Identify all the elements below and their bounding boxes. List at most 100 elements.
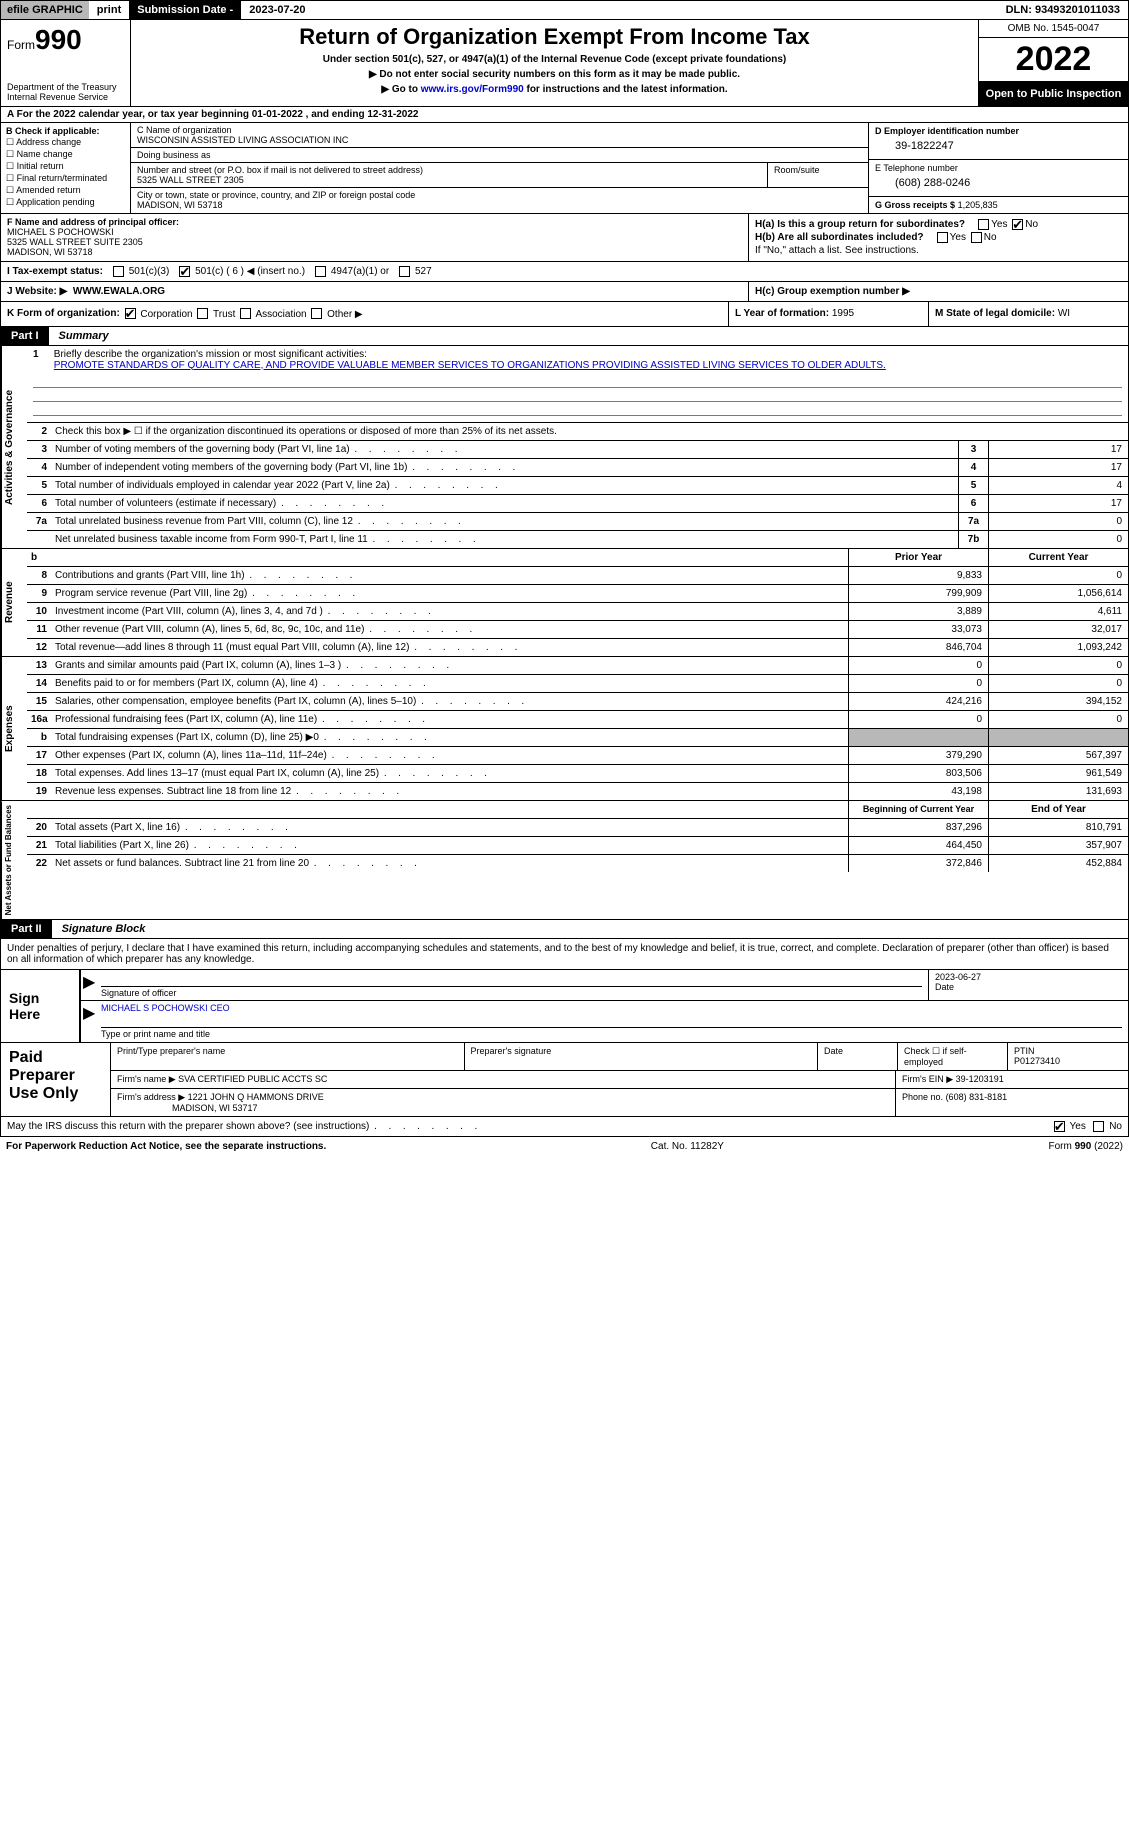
header-right: OMB No. 1545-0047 2022 Open to Public In…: [978, 20, 1128, 106]
chk-initial-return[interactable]: ☐ Initial return: [6, 161, 125, 172]
org-name-cell: C Name of organization WISCONSIN ASSISTE…: [131, 123, 868, 148]
block-m: M State of legal domicile: WI: [928, 302, 1128, 325]
ha-no[interactable]: [1012, 219, 1023, 230]
summary-line: 19Revenue less expenses. Subtract line 1…: [27, 783, 1128, 800]
expenses-content: 13Grants and similar amounts paid (Part …: [27, 657, 1128, 800]
chk-address-change[interactable]: ☐ Address change: [6, 137, 125, 148]
sign-here-label: Sign Here: [1, 970, 81, 1042]
dba-cell: Doing business as: [131, 148, 868, 163]
print-button[interactable]: print: [89, 1, 129, 19]
side-netassets: Net Assets or Fund Balances: [1, 801, 27, 919]
hb-yes[interactable]: [937, 232, 948, 243]
summary-line: 12Total revenue—add lines 8 through 11 (…: [27, 639, 1128, 656]
chk-trust[interactable]: Trust: [195, 309, 235, 320]
prep-self-employed[interactable]: Check ☐ if self-employed: [898, 1043, 1008, 1070]
mission-blank-line: [33, 374, 1122, 388]
expenses-section: Expenses 13Grants and similar amounts pa…: [0, 657, 1129, 801]
governance-section: Activities & Governance 1 Briefly descri…: [0, 346, 1129, 549]
chk-app-pending[interactable]: ☐ Application pending: [6, 197, 125, 208]
chk-corp[interactable]: Corporation: [123, 309, 193, 320]
firm-phone: Phone no. (608) 831-8181: [896, 1089, 1128, 1116]
summary-line: 20Total assets (Part X, line 16)837,2968…: [27, 819, 1128, 837]
part2-header: Part II Signature Block: [0, 920, 1129, 939]
governance-content: 1 Briefly describe the organization's mi…: [27, 346, 1128, 548]
form-subtitle: Under section 501(c), 527, or 4947(a)(1)…: [139, 54, 970, 65]
dln: DLN: 93493201011033: [998, 1, 1128, 19]
efile-label: efile GRAPHIC: [1, 1, 89, 19]
sig-row-2: ▶ MICHAEL S POCHOWSKI CEOType or print n…: [81, 1001, 1128, 1041]
block-f: F Name and address of principal officer:…: [1, 214, 748, 261]
city-cell: City or town, state or province, country…: [131, 188, 868, 212]
netassets-content: Beginning of Current Year End of Year 20…: [27, 801, 1128, 919]
row-f-h: F Name and address of principal officer:…: [0, 214, 1129, 262]
chk-501c3[interactable]: 501(c)(3): [111, 266, 169, 277]
chk-other[interactable]: Other ▶: [309, 309, 362, 320]
chk-4947[interactable]: 4947(a)(1) or: [313, 266, 389, 277]
header-mid: Return of Organization Exempt From Incom…: [131, 20, 978, 106]
header-left: Form990 Department of the Treasury Inter…: [1, 20, 131, 106]
mission-blank-line: [33, 402, 1122, 416]
row-b-c-d: B Check if applicable: ☐ Address change …: [0, 123, 1129, 214]
irs-link[interactable]: www.irs.gov/Form990: [421, 84, 524, 95]
summary-line: 4Number of independent voting members of…: [27, 459, 1128, 477]
block-l: L Year of formation: 1995: [728, 302, 928, 325]
ha-line: H(a) Is this a group return for subordin…: [755, 219, 1122, 230]
side-expenses: Expenses: [1, 657, 27, 800]
mission-row: 1 Briefly describe the organization's mi…: [27, 346, 1128, 374]
summary-line: 6Total number of volunteers (estimate if…: [27, 495, 1128, 513]
row-j: J Website: ▶ WWW.EWALA.ORG H(c) Group ex…: [0, 282, 1129, 302]
row-k-l-m: K Form of organization: Corporation Trus…: [0, 302, 1129, 326]
paperwork-notice: For Paperwork Reduction Act Notice, see …: [6, 1141, 326, 1152]
rev-headers: b Prior Year Current Year: [27, 549, 1128, 567]
dept-label: Department of the Treasury Internal Reve…: [7, 82, 124, 102]
chk-final-return[interactable]: ☐ Final return/terminated: [6, 173, 125, 184]
prep-ptin: PTINP01273410: [1008, 1043, 1128, 1070]
hc-row: H(c) Group exemption number ▶: [748, 282, 1128, 301]
tax-year: 2022: [979, 38, 1128, 82]
hb-note: If "No," attach a list. See instructions…: [755, 245, 1122, 256]
form-number: Form990: [7, 24, 124, 56]
website-row: J Website: ▶ WWW.EWALA.ORG: [1, 282, 748, 301]
firm-name: Firm's name ▶ SVA CERTIFIED PUBLIC ACCTS…: [111, 1071, 896, 1088]
mission-text[interactable]: PROMOTE STANDARDS OF QUALITY CARE, AND P…: [54, 360, 886, 371]
block-b: B Check if applicable: ☐ Address change …: [1, 123, 131, 213]
block-c: C Name of organization WISCONSIN ASSISTE…: [131, 123, 868, 213]
summary-line: 15Salaries, other compensation, employee…: [27, 693, 1128, 711]
discuss-no[interactable]: No: [1091, 1121, 1122, 1132]
summary-line: 8Contributions and grants (Part VIII, li…: [27, 567, 1128, 585]
prep-row-3: Firm's address ▶ 1221 JOHN Q HAMMONS DRI…: [111, 1089, 1128, 1116]
netassets-section: Net Assets or Fund Balances Beginning of…: [0, 801, 1129, 920]
discuss-yes[interactable]: Yes: [1052, 1121, 1086, 1132]
row-i: I Tax-exempt status: 501(c)(3) 501(c) ( …: [0, 262, 1129, 282]
form-note1: ▶ Do not enter social security numbers o…: [139, 69, 970, 80]
summary-line: 7aTotal unrelated business revenue from …: [27, 513, 1128, 531]
cat-no: Cat. No. 11282Y: [326, 1141, 1048, 1152]
revenue-section: Revenue b Prior Year Current Year 8Contr…: [0, 549, 1129, 657]
preparer-label: Paid Preparer Use Only: [1, 1043, 111, 1116]
block-d: D Employer identification number 39-1822…: [868, 123, 1128, 213]
chk-amended[interactable]: ☐ Amended return: [6, 185, 125, 196]
chk-501c[interactable]: 501(c) ( 6 ) ◀ (insert no.): [177, 266, 305, 277]
chk-assoc[interactable]: Association: [238, 309, 306, 320]
submission-date-label: Submission Date -: [129, 1, 241, 19]
hb-no[interactable]: [971, 232, 982, 243]
firm-ein: Firm's EIN ▶ 39-1203191: [896, 1071, 1128, 1088]
revenue-content: b Prior Year Current Year 8Contributions…: [27, 549, 1128, 656]
gross-cell: G Gross receipts $ 1,205,835: [869, 197, 1128, 213]
preparer-fields: Print/Type preparer's name Preparer's si…: [111, 1043, 1128, 1116]
summary-line: Net unrelated business taxable income fr…: [27, 531, 1128, 548]
officer-signature[interactable]: Signature of officer: [95, 970, 928, 1000]
chk-527[interactable]: 527: [397, 266, 431, 277]
ha-yes[interactable]: [978, 219, 989, 230]
line-2: 2 Check this box ▶ ☐ if the organization…: [27, 422, 1128, 441]
officer-name: MICHAEL S POCHOWSKI CEOType or print nam…: [95, 1001, 1128, 1041]
page-footer: For Paperwork Reduction Act Notice, see …: [0, 1137, 1129, 1156]
preparer-block: Paid Preparer Use Only Print/Type prepar…: [0, 1043, 1129, 1117]
prep-name: Print/Type preparer's name: [111, 1043, 465, 1070]
side-governance: Activities & Governance: [1, 346, 27, 548]
part1-header: Part I Summary: [0, 327, 1129, 346]
chk-name-change[interactable]: ☐ Name change: [6, 149, 125, 160]
prep-row-2: Firm's name ▶ SVA CERTIFIED PUBLIC ACCTS…: [111, 1071, 1128, 1089]
summary-line: 16aProfessional fundraising fees (Part I…: [27, 711, 1128, 729]
mission-blank-line: [33, 388, 1122, 402]
